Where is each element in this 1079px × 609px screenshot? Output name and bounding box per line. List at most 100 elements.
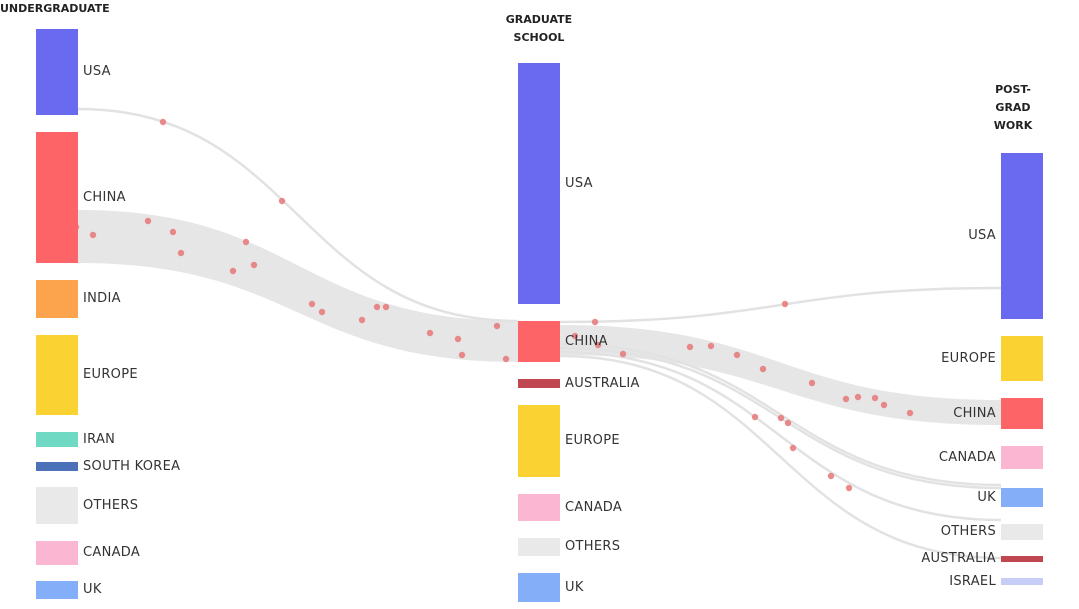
node-label: OTHERS [565,539,621,554]
particle [594,341,602,349]
node-label: ISRAEL [949,573,996,589]
particle [159,118,167,126]
column-title: GRADUATE SCHOOL [505,13,573,44]
node-label: UK [565,579,584,595]
particle [845,484,853,492]
particle [373,303,381,311]
particle [827,472,835,480]
particle [144,217,152,225]
particle [308,300,316,308]
node-label: CANADA [565,499,623,515]
particle [358,316,366,324]
particle [242,238,250,246]
node-bar [1001,336,1043,381]
particle [781,300,789,308]
node-bar [36,280,78,318]
node-label: EUROPE [941,350,996,366]
particle [777,414,785,422]
node-bar [518,379,560,388]
node-label: USA [83,64,111,79]
node-label: UK [83,582,102,597]
node-label: AUSTRALIA [921,551,996,566]
particle [784,419,792,427]
particle [571,332,579,340]
particle [854,393,862,401]
flow-line [559,350,1002,522]
node-label: CANADA [938,449,996,465]
node-bar [36,29,78,115]
node-label: INDIA [83,291,121,306]
node-bar [1001,488,1043,507]
particle [382,303,390,311]
particle [686,343,694,351]
node-bar [36,335,78,415]
node-label: USA [968,228,996,243]
particle [880,401,888,409]
particle [751,413,759,421]
node-label: CANADA [83,545,141,560]
node-bar [1001,578,1043,585]
node-bar [518,538,560,556]
node-label: CHINA [83,189,126,205]
particle [250,261,258,269]
node-bar [36,581,78,599]
node-label: CHINA [565,333,608,349]
flow-line [559,286,1002,324]
particle [169,228,177,236]
node-bar [1001,153,1043,319]
node-bar [1001,524,1043,540]
node-label: IRAN [83,431,116,447]
node-bar [36,132,78,263]
particle [789,444,797,452]
particle [89,231,97,239]
particle [591,318,599,326]
node-label: EUROPE [83,367,138,382]
particle [502,355,510,363]
particle [229,267,237,275]
node-bar [1001,446,1043,469]
particle [278,197,286,205]
node-label: SOUTH KOREA [83,458,181,474]
particle [808,379,816,387]
node-label: OTHERS [940,524,996,539]
particle [871,394,879,402]
node-label: UK [977,489,996,505]
particle [426,329,434,337]
node-bar [518,573,560,602]
particle [318,308,326,316]
node-bar [518,494,560,521]
node-label: CHINA [953,405,996,421]
particle [707,342,715,350]
particle [733,351,741,359]
node-bar [36,432,78,447]
flow-band [560,325,1001,425]
particle [906,409,914,417]
flow-line [77,107,519,323]
node-bar [518,321,560,362]
flow-band [78,210,518,362]
particle [842,395,850,403]
column-title: POST-GRAD WORK [993,83,1033,132]
node-bar [36,487,78,524]
particle [454,335,462,343]
node-bar [36,541,78,565]
node-bar [1001,556,1043,562]
particle [619,350,627,358]
node-label: USA [565,175,593,191]
particle [458,351,466,359]
node-bar [518,63,560,304]
node-bar [518,405,560,477]
node-label: AUSTRALIA [565,375,640,391]
node-bar [36,462,78,471]
flow-line [559,354,1002,560]
column-title: UNDERGRADUATE [0,2,110,15]
node-bar [1001,398,1043,429]
particle [493,322,501,330]
flow-line [559,342,1002,487]
node-label: OTHERS [83,497,139,513]
particle [759,365,767,373]
particle [177,249,185,257]
node-label: EUROPE [565,433,620,448]
